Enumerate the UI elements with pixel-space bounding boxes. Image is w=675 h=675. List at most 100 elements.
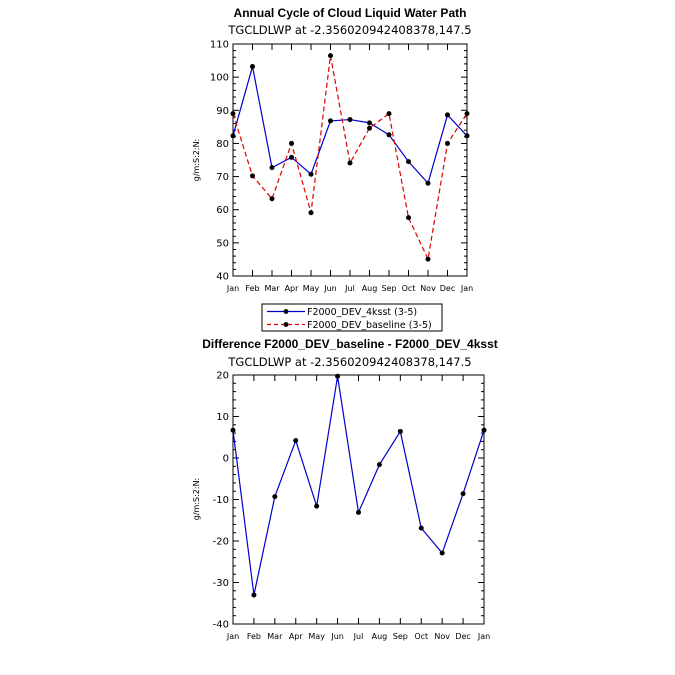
chart-difference: Difference F2000_DEV_baseline - F2000_DE… [192,337,498,641]
data-point [272,494,278,500]
legend-label-4ksst: F2000_DEV_4ksst (3-5) [307,307,417,318]
data-point [386,111,392,117]
y-axis-label: g/m:S:2:N: [192,139,201,182]
data-point [425,256,431,262]
x-tick-label: Aug [362,284,378,293]
data-point [289,140,294,146]
data-point [230,111,236,117]
x-tick-label: Oct [402,284,416,293]
x-tick-label: Nov [420,284,436,293]
data-point [425,180,431,186]
y-tick-label: -30 [213,578,229,589]
y-tick-label: 90 [216,106,229,117]
data-point [308,171,314,177]
y-axis-label: g/m:S:2:N: [192,478,201,521]
chart-subtitle: TGCLDLWP at -2.356020942408378,147.5 [227,23,471,37]
legend-box [261,303,443,332]
x-tick-label: Aug [372,632,388,641]
x-tick-label: Mar [267,632,283,641]
data-point [289,154,294,160]
y-tick-label: 20 [216,371,229,382]
y-tick-label: 80 [216,139,229,150]
x-tick-label: Jun [323,284,337,293]
x-tick-label: Jan [460,284,473,293]
data-point [439,550,445,556]
data-point [250,64,255,70]
data-point [386,132,392,138]
y-tick-label: 10 [216,412,229,423]
data-point [314,503,320,509]
series-line-0 [232,66,468,185]
y-tick-label: 50 [216,238,229,249]
x-tick-label: Oct [414,632,428,641]
x-tick-label: Feb [245,284,259,293]
y-tick-label: 100 [210,73,229,84]
x-tick-label: Jan [226,284,239,293]
data-point [328,53,333,59]
data-point [464,133,470,139]
data-point [397,428,403,434]
data-point [376,462,382,468]
x-tick-label: Sep [381,284,396,293]
data-point [464,111,470,117]
plot-frame [232,374,485,625]
data-point [460,491,466,497]
data-point [269,165,275,171]
legend-item-baseline: F2000_DEV_baseline (3-5) [267,320,432,331]
x-tick-label: Jan [477,632,490,641]
data-point [347,160,353,166]
data-point [481,427,487,433]
x-tick-label: Feb [247,632,261,641]
x-tick-label: May [303,284,320,293]
legend-marker-4ksst [283,309,289,314]
data-point [293,438,299,444]
data-point [418,525,424,531]
x-tick-label: Sep [393,632,408,641]
y-tick-label: 0 [223,454,229,465]
data-point [335,373,341,379]
x-tick-label: Apr [285,284,300,293]
data-point [250,173,255,179]
data-point [251,592,257,598]
data-point [367,125,372,131]
y-tick-label: -10 [213,495,229,506]
y-tick-label: -40 [213,620,229,631]
x-tick-label: Nov [434,632,450,641]
data-point [230,133,236,139]
x-tick-label: May [308,632,325,641]
data-point [445,112,450,118]
legend-item-4ksst: F2000_DEV_4ksst (3-5) [267,307,417,318]
legend-label-baseline: F2000_DEV_baseline (3-5) [307,320,432,331]
x-tick-label: Apr [289,632,304,641]
chart-annual-cycle: Annual Cycle of Cloud Liquid Water Path … [192,6,473,293]
data-point [406,159,411,165]
data-point [406,215,411,221]
data-point [367,120,372,126]
x-tick-label: Jun [330,632,344,641]
data-point [269,196,275,202]
chart-title: Difference F2000_DEV_baseline - F2000_DE… [202,337,498,351]
x-tick-label: Jan [226,632,239,641]
series-line-0 [232,376,485,596]
data-point [445,140,450,146]
x-tick-label: Dec [455,632,470,641]
x-tick-label: Jul [353,632,364,641]
data-point [230,427,236,433]
chart-title: Annual Cycle of Cloud Liquid Water Path [234,6,467,20]
data-point [347,117,353,123]
data-point [308,210,314,216]
y-tick-label: 60 [216,205,229,216]
plot-area: 40 50 60 70 80 90 100 110 Jan Feb Mar Apr May Jun Jul A… [210,40,473,294]
data-point [356,509,361,515]
y-tick-label: 70 [216,172,229,183]
chart-subtitle: TGCLDLWP at -2.356020942408378,147.5 [227,355,471,369]
plot-area: -40 -30 -20 -10 0 10 20 Jan Feb Mar Apr May Jun Jul Au… [213,371,491,642]
legend-marker-baseline [283,322,289,327]
y-tick-label: 110 [210,40,229,51]
y-tick-label: -20 [213,537,229,548]
y-tick-label: 40 [216,272,229,283]
x-tick-label: Dec [440,284,455,293]
series-line-1 [232,55,468,262]
data-point [328,118,333,124]
